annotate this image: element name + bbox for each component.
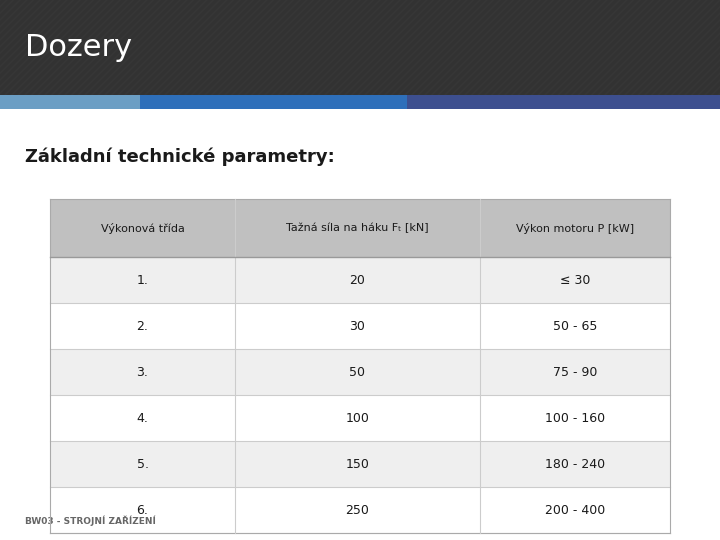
Text: 50 - 65: 50 - 65	[553, 320, 597, 333]
Bar	[50, 257, 670, 303]
Text: 5.: 5.	[137, 457, 148, 470]
Text: 30: 30	[350, 320, 366, 333]
Bar	[0, 0, 720, 95]
Text: Dozery: Dozery	[25, 33, 132, 62]
Text: 200 - 400: 200 - 400	[545, 503, 605, 516]
Text: 180 - 240: 180 - 240	[545, 457, 605, 470]
Text: BW03 - STROJNÍ ZAŘÍZENÍ: BW03 - STROJNÍ ZAŘÍZENÍ	[25, 516, 156, 526]
Text: 150: 150	[346, 457, 369, 470]
Bar	[50, 441, 670, 487]
Bar	[50, 395, 670, 441]
Text: 20: 20	[350, 273, 366, 287]
Text: 75 - 90: 75 - 90	[553, 366, 597, 379]
Text: Tažná síla na háku Fₜ [kN]: Tažná síla na háku Fₜ [kN]	[286, 223, 429, 233]
Bar	[50, 487, 670, 533]
Bar	[50, 199, 670, 257]
Text: 250: 250	[346, 503, 369, 516]
Text: 3.: 3.	[137, 366, 148, 379]
Text: Výkonová třída: Výkonová třída	[101, 222, 184, 233]
Bar	[50, 349, 670, 395]
Text: 6.: 6.	[137, 503, 148, 516]
Text: 100 - 160: 100 - 160	[545, 411, 605, 424]
Text: 4.: 4.	[137, 411, 148, 424]
Bar	[50, 303, 670, 349]
Text: 1.: 1.	[137, 273, 148, 287]
Text: ≤ 30: ≤ 30	[560, 273, 590, 287]
Bar	[407, 95, 720, 109]
Text: 50: 50	[349, 366, 366, 379]
Bar	[140, 95, 407, 109]
Bar	[0, 95, 140, 109]
Text: 100: 100	[346, 411, 369, 424]
Text: 2.: 2.	[137, 320, 148, 333]
Text: Základní technické parametry:: Základní technické parametry:	[25, 147, 335, 165]
Text: Výkon motoru P [kW]: Výkon motoru P [kW]	[516, 222, 634, 233]
Bar	[0, 0, 720, 95]
